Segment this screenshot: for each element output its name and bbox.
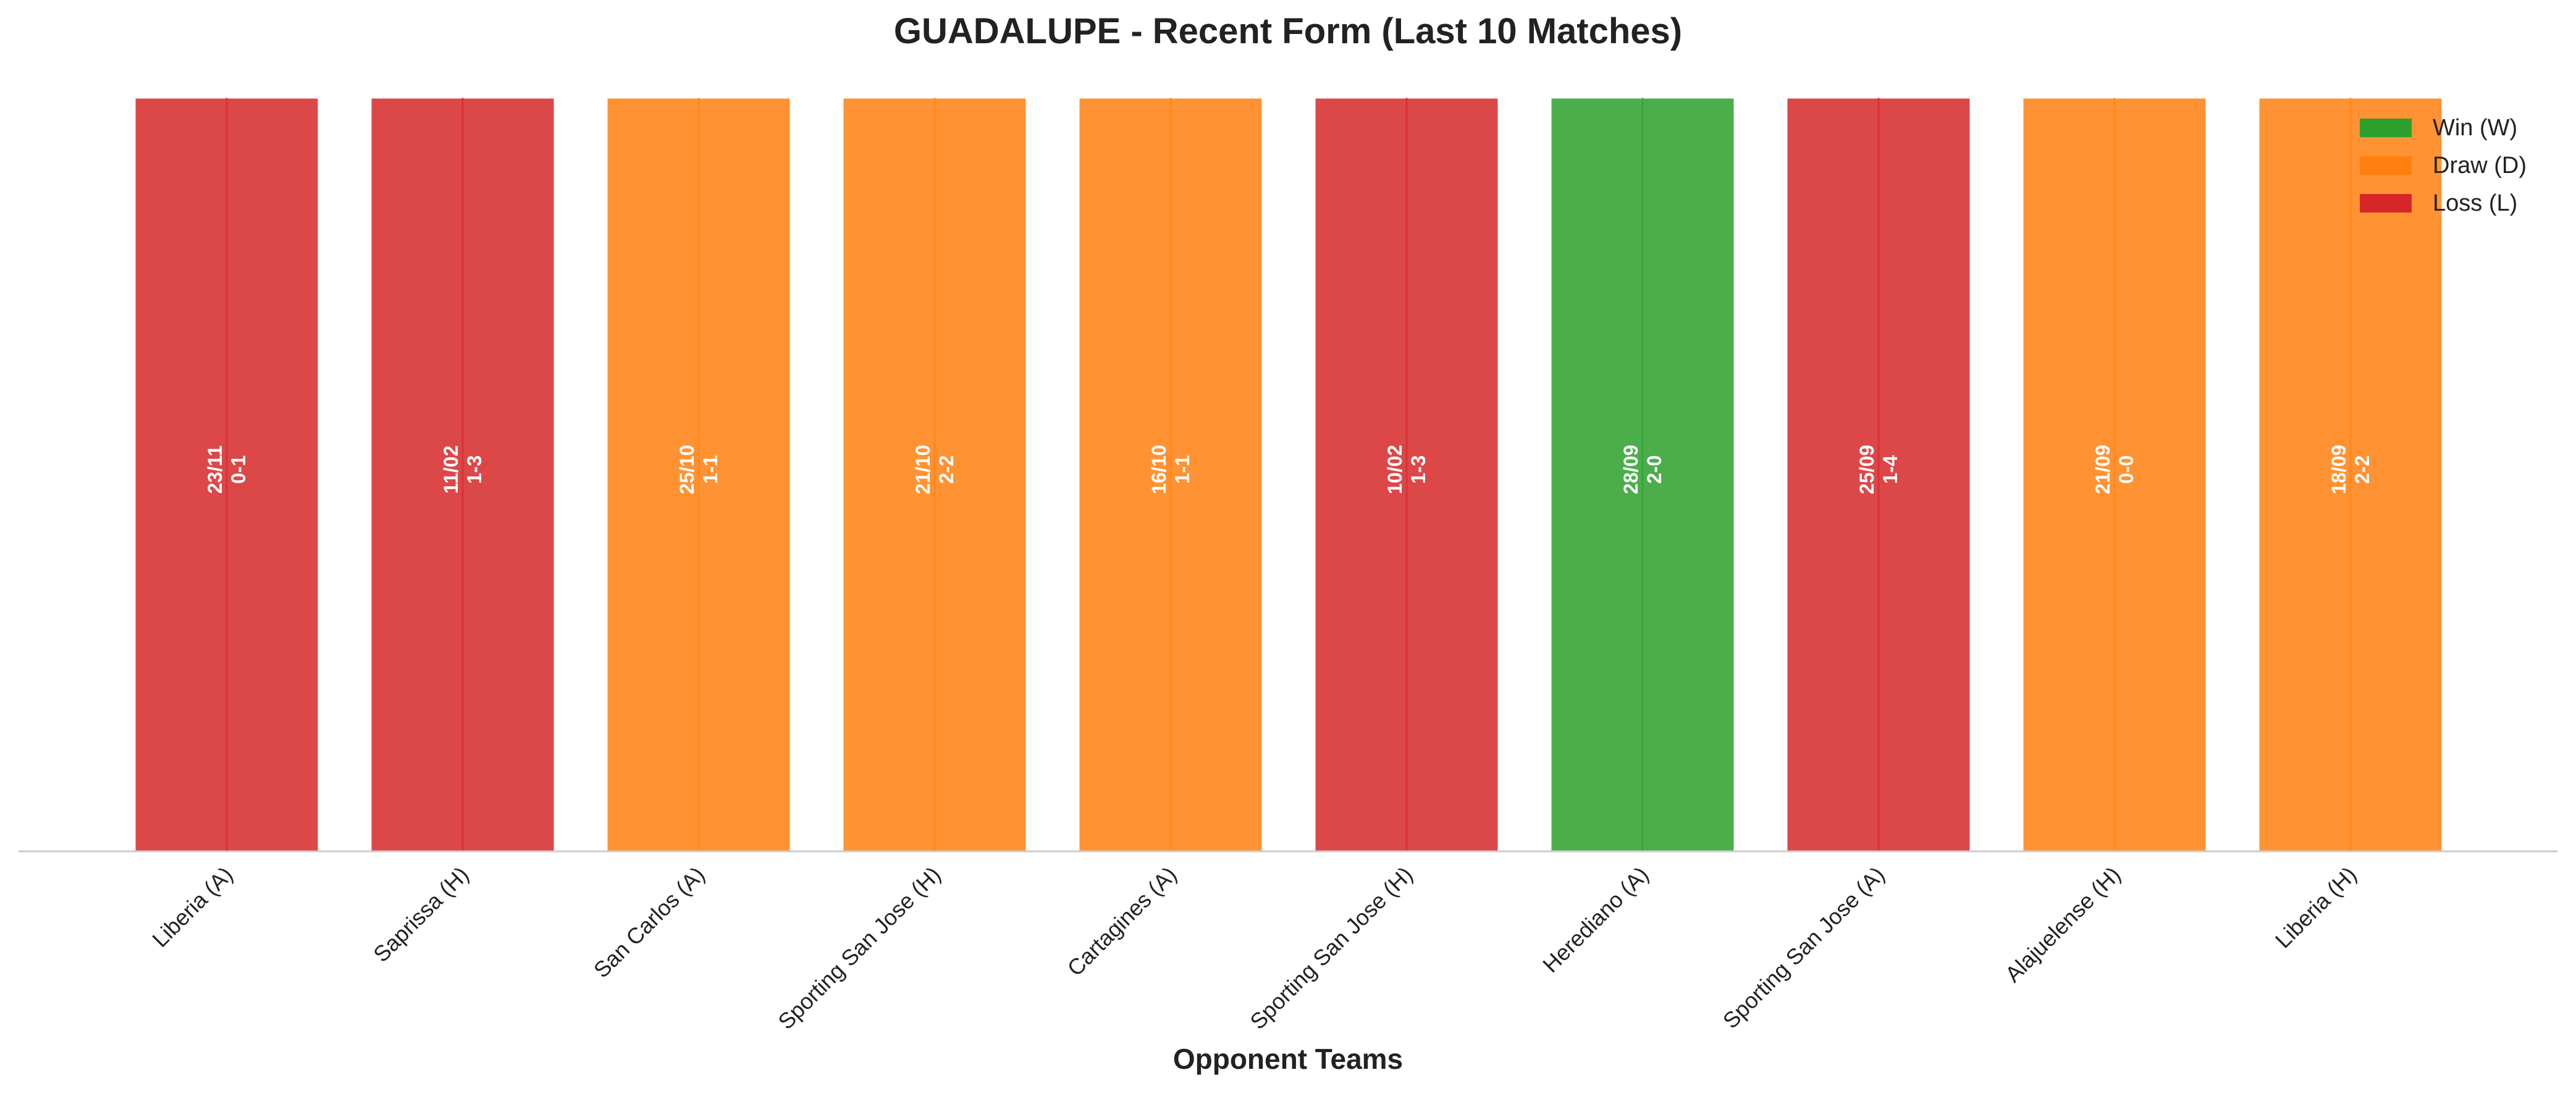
tick-labels-layer: Liberia (A) Saprissa (H) San Carlos (A) Spo… [147, 862, 2361, 1034]
bar-label-3: 25/10 1-1 [676, 445, 722, 494]
bar-date-label: 21/09 [2092, 445, 2114, 494]
bar-label-7: 28/09 2-0 [1620, 445, 1665, 494]
bar-date-label: 25/09 [1856, 445, 1878, 494]
bar-score-label: 2-2 [2351, 455, 2373, 484]
x-tick-label-1: Liberia (A) [147, 862, 237, 952]
bars-layer [133, 96, 2444, 853]
bar-score-label: 1-1 [699, 455, 722, 484]
bar-label-10: 18/09 2-2 [2328, 445, 2373, 494]
bar-date-label: 11/02 [440, 445, 462, 494]
bar-label-4: 21/10 2-2 [912, 445, 958, 494]
x-tick-label-7: Herediano (A) [1538, 862, 1653, 977]
bar-date-label: 28/09 [1620, 445, 1642, 494]
x-tick-label-3: San Carlos (A) [589, 862, 710, 983]
bar-date-label: 21/10 [912, 445, 934, 494]
legend-swatch-d [2360, 156, 2412, 175]
legend-label-w: Win (W) [2433, 115, 2517, 141]
bar-date-label: 23/11 [204, 445, 226, 494]
bar-label-1: 23/11 0-1 [204, 445, 250, 494]
bar-date-label: 25/10 [676, 445, 698, 494]
x-tick-label-5: Cartagines (A) [1063, 862, 1182, 981]
bar-score-label: 1-3 [463, 455, 486, 484]
x-tick-label-8: Sporting San Jose (A) [1718, 862, 1890, 1034]
bar-label-6: 10/02 1-3 [1384, 445, 1429, 494]
x-tick-label-9: Alajuelense (H) [2000, 862, 2126, 987]
bar-label-5: 16/10 1-1 [1148, 445, 1193, 494]
bar-score-label: 1-4 [1879, 455, 1901, 484]
x-tick-label-2: Saprissa (H) [368, 862, 473, 967]
bar-score-label: 0-1 [227, 455, 250, 484]
chart-title: GUADALUPE - Recent Form (Last 10 Matches… [894, 11, 1682, 51]
legend: Win (W) Draw (D) Loss (L) [2360, 115, 2527, 216]
bar-score-label: 2-2 [935, 455, 958, 484]
bar-date-label: 10/02 [1384, 445, 1406, 494]
bar-label-9: 21/09 0-0 [2092, 445, 2137, 494]
bar-date-label: 18/09 [2328, 445, 2350, 494]
legend-swatch-w [2360, 119, 2412, 137]
bar-score-label: 0-0 [2115, 455, 2137, 484]
bar-date-label: 16/10 [1148, 445, 1170, 494]
x-tick-label-10: Liberia (H) [2270, 862, 2362, 953]
bar-label-2: 11/02 1-3 [440, 445, 486, 494]
x-tick-label-4: Sporting San Jose (H) [773, 862, 945, 1034]
bar-score-label: 2-0 [1643, 455, 1665, 484]
bar-labels-layer: 23/11 0-1 11/02 1-3 25/10 1-1 21/10 2-2 16/10 1-1… [204, 445, 2373, 494]
legend-label-l: Loss (L) [2433, 190, 2517, 216]
bar-score-label: 1-3 [1407, 455, 1429, 484]
x-axis-label: Opponent Teams [1173, 1043, 1403, 1075]
bar-score-label: 1-1 [1171, 455, 1193, 484]
legend-swatch-l [2360, 194, 2412, 213]
bar-label-8: 25/09 1-4 [1856, 445, 1901, 494]
x-tick-label-6: Sporting San Jose (H) [1245, 862, 1417, 1034]
legend-label-d: Draw (D) [2433, 153, 2527, 179]
